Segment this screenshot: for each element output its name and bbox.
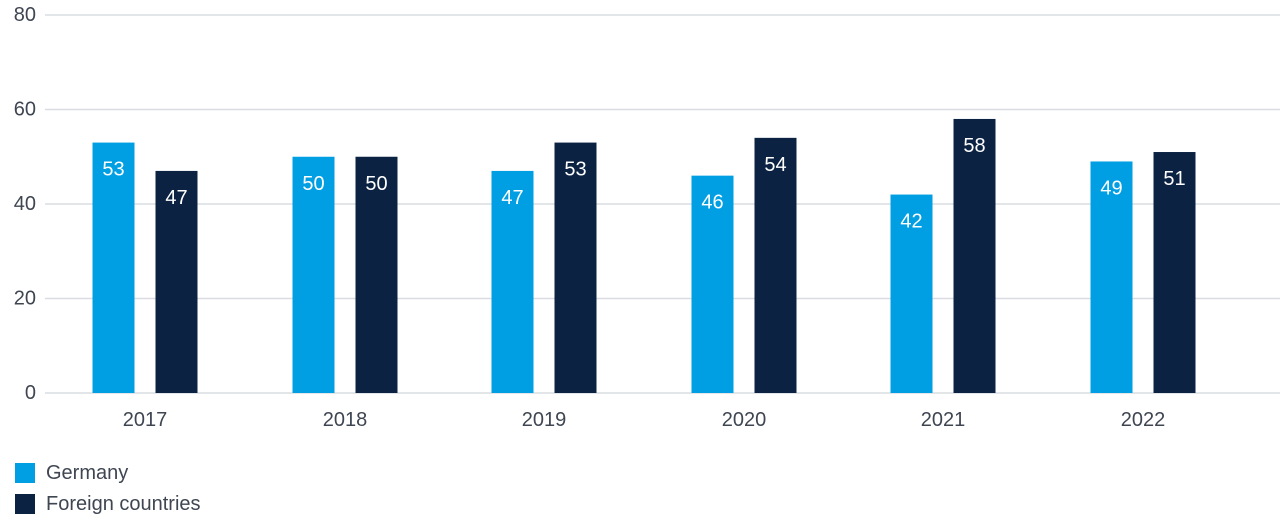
y-tick-label: 40 xyxy=(14,193,36,215)
y-tick-label: 20 xyxy=(14,288,36,310)
bar-data-label: 54 xyxy=(764,154,786,176)
bar-germany-2020 xyxy=(691,175,734,393)
bar-foreign-countries-2020 xyxy=(754,137,797,393)
x-axis-ticks: 2017 2018 2019 2020 2021 2022 xyxy=(123,409,1166,431)
bar-data-label: 51 xyxy=(1163,168,1185,190)
bar-foreign-countries-2019 xyxy=(554,142,597,393)
y-tick-label: 0 xyxy=(25,382,36,404)
y-tick-label: 60 xyxy=(14,99,36,121)
legend-swatch-germany xyxy=(15,463,35,483)
bar-data-label: 47 xyxy=(165,187,187,209)
x-tick-label: 2019 xyxy=(522,409,567,431)
bar-data-label: 46 xyxy=(701,192,723,214)
legend: Germany Foreign countries xyxy=(15,462,201,515)
bar-foreign-countries-2018 xyxy=(355,156,398,393)
x-tick-label: 2021 xyxy=(921,409,966,431)
gridlines xyxy=(45,14,1280,394)
legend-swatch-foreign-countries xyxy=(15,494,35,514)
x-tick-label: 2020 xyxy=(722,409,767,431)
bar-germany-2022 xyxy=(1090,161,1133,393)
bar-foreign-countries-2021 xyxy=(953,118,996,393)
legend-label-germany: Germany xyxy=(46,462,128,484)
bar-germany-2017 xyxy=(92,142,135,393)
bar-germany-2018 xyxy=(292,156,335,393)
y-tick-label: 80 xyxy=(14,4,36,26)
bar-data-label: 42 xyxy=(900,211,922,233)
bar-data-label: 49 xyxy=(1100,177,1122,199)
x-tick-label: 2017 xyxy=(123,409,168,431)
bar-foreign-countries-2022 xyxy=(1153,152,1196,393)
y-axis-ticks: 0 20 40 60 80 xyxy=(14,4,36,404)
bars: 53 47 50 50 47 53 46 54 42 58 49 51 xyxy=(92,118,1196,393)
bar-data-label: 53 xyxy=(564,159,586,181)
x-tick-label: 2022 xyxy=(1121,409,1166,431)
bar-data-label: 50 xyxy=(302,173,324,195)
legend-label-foreign-countries: Foreign countries xyxy=(46,493,201,515)
bar-foreign-countries-2017 xyxy=(155,170,198,393)
x-tick-label: 2018 xyxy=(323,409,368,431)
bar-germany-2019 xyxy=(491,170,534,393)
bar-germany-2021 xyxy=(890,194,933,393)
bar-data-label: 47 xyxy=(501,187,523,209)
bar-data-label: 58 xyxy=(963,135,985,157)
bar-data-label: 53 xyxy=(102,159,124,181)
bar-data-label: 50 xyxy=(365,173,387,195)
